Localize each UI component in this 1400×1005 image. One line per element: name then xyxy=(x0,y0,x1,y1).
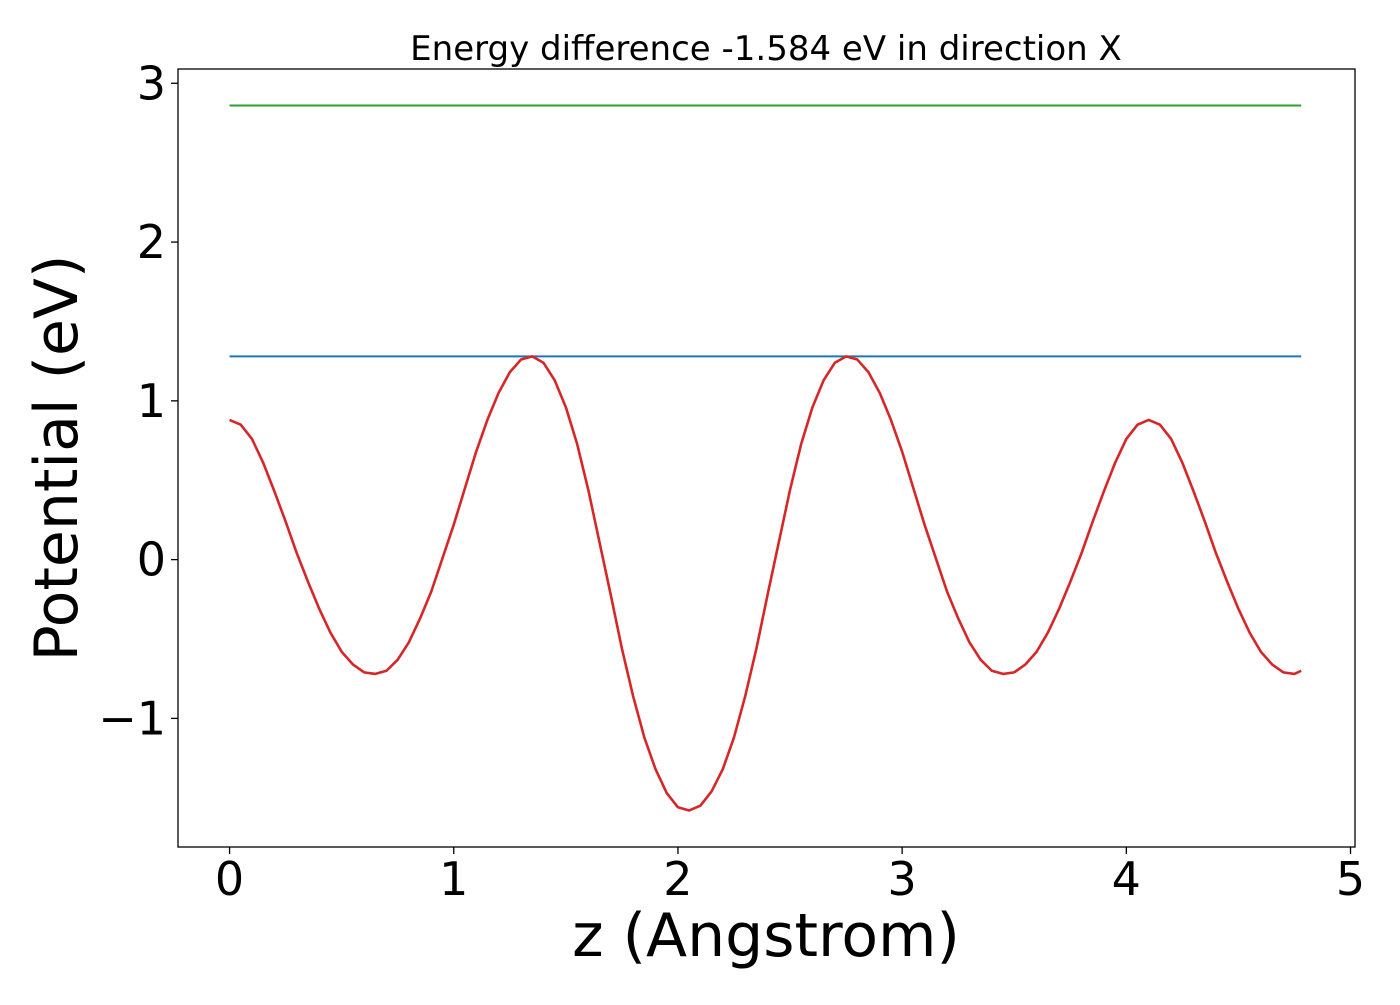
x-axis-label: z (Angstrom) xyxy=(572,901,960,971)
y-axis-label: Potential (eV) xyxy=(22,255,92,662)
x-tick-label: 1 xyxy=(439,852,468,906)
y-tick-label: 1 xyxy=(137,374,166,428)
ticks: 0 1 2 3 4 5 −1 0 1 2 3 xyxy=(98,56,1365,906)
axes-frame xyxy=(177,68,1356,848)
y-tick-label: −1 xyxy=(98,691,166,745)
series-line-3 xyxy=(229,355,1302,812)
x-tick-label: 3 xyxy=(887,852,916,906)
x-tick-label: 0 xyxy=(215,852,244,906)
x-tick-label: 4 xyxy=(1112,852,1141,906)
x-tick-label: 2 xyxy=(663,852,692,906)
y-tick-label: 0 xyxy=(137,533,166,587)
y-tick-label: 3 xyxy=(137,56,166,110)
y-tick-label: 2 xyxy=(137,215,166,269)
x-tick-label: 5 xyxy=(1336,852,1365,906)
chart-title: Energy difference -1.584 eV in direction… xyxy=(410,29,1122,69)
plot-area xyxy=(229,104,1302,812)
